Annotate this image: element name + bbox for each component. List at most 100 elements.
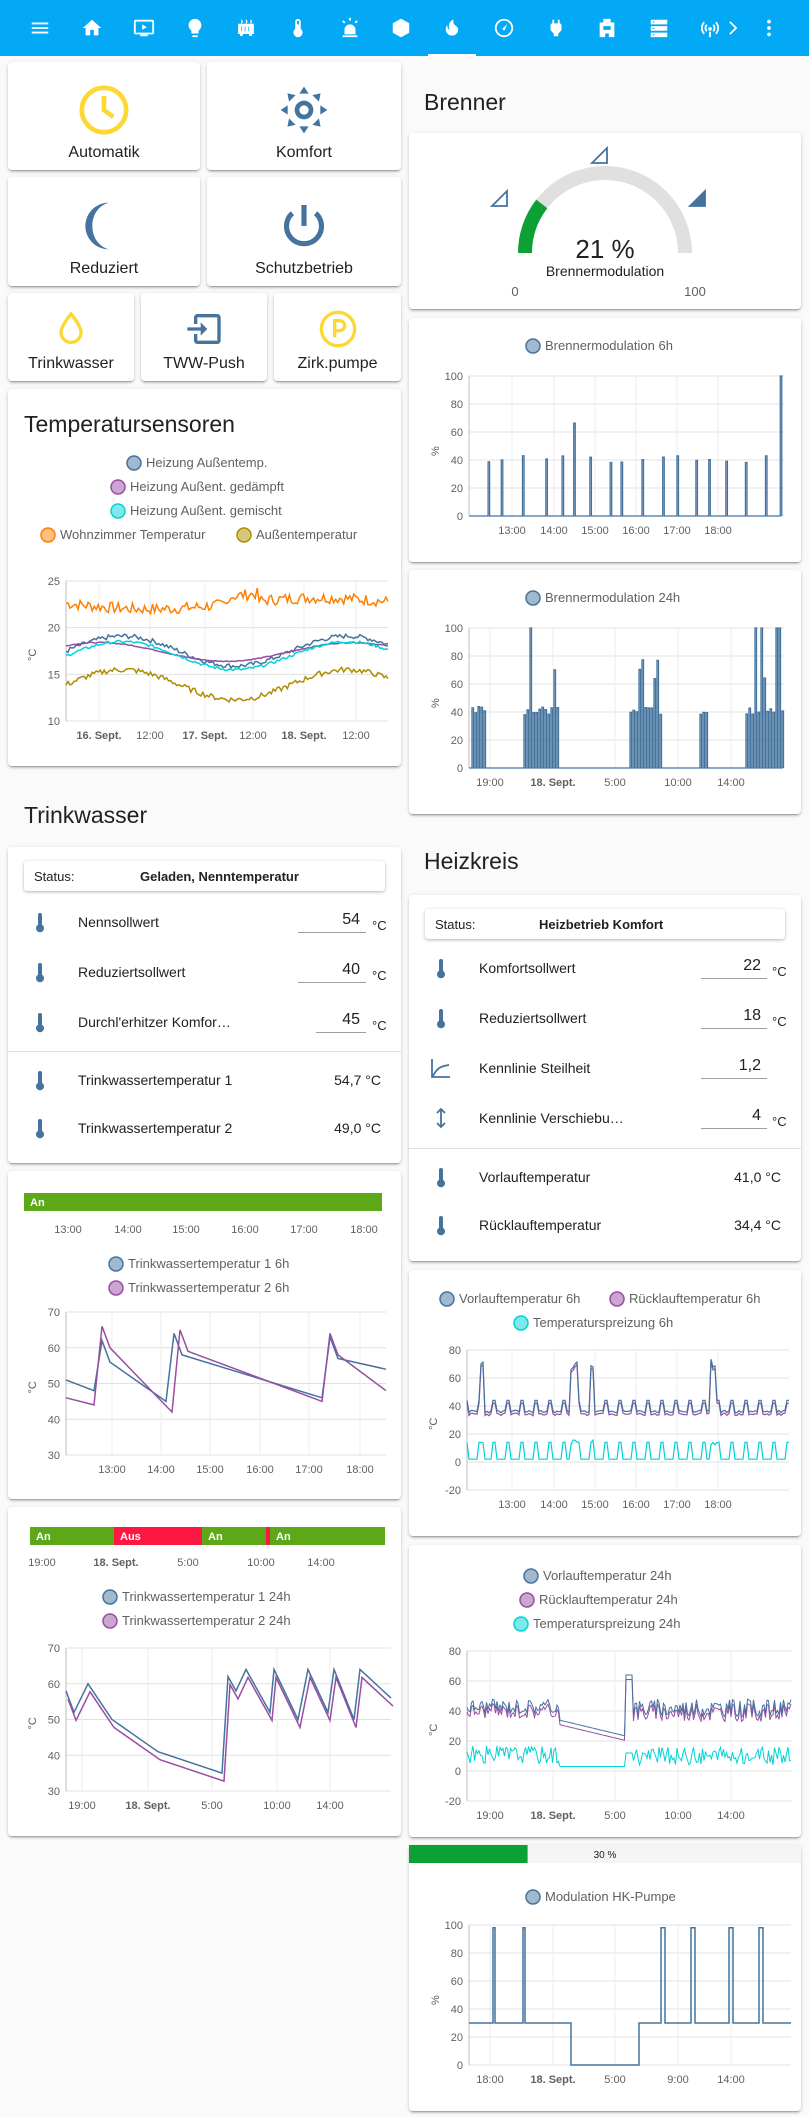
y-tick-label: 40 [48,1750,60,1762]
antenna-icon[interactable] [696,14,724,42]
thermometer-icon [437,1216,445,1236]
timeline-tick: 17:00 [290,1224,318,1236]
menu-icon[interactable] [26,14,54,42]
heizkreis-24h-chart: Vorlauftemperatur 24h Rücklauftemperatur … [428,1568,792,1822]
x-tick-label: 5:00 [604,777,625,789]
unit: °C [772,1014,787,1029]
entity-value: 41,0 °C [734,1169,781,1185]
y-tick-label: 60 [451,427,463,439]
tww-push-button[interactable]: TWW-Push [141,293,267,381]
legend-label: Brennermodulation 6h [545,338,673,353]
x-tick-label: 10:00 [263,1800,291,1812]
entity-name[interactable]: Vorlauftemperatur [479,1169,591,1185]
gauge-icon[interactable] [490,14,518,42]
legend-swatch [525,338,541,354]
nennsollwert-input[interactable]: 54 [298,911,366,933]
cube-icon[interactable] [387,14,415,42]
unit: °C [372,918,387,933]
unit: °C [772,964,787,979]
kennlinie-steilheit-input[interactable]: 1,2 [701,1057,767,1079]
entity-name[interactable]: Rücklauftemperatur [479,1217,602,1233]
heizkreis-6h-card[interactable]: Vorlauftemperatur 6h Rücklauftemperatur 6… [409,1270,801,1536]
mode-reduziert-button[interactable]: Reduziert [8,177,200,286]
x-tick-label: 14:00 [717,1810,745,1822]
x-tick-label: 12:00 [239,730,267,742]
chevron-right-icon[interactable] [718,14,746,42]
power-plug-icon[interactable] [542,14,570,42]
mode-komfort-button[interactable]: Komfort [207,62,401,170]
series-wohnzimmer [65,588,389,616]
timeline-tick: 14:00 [114,1224,142,1236]
komfortsollwert-input[interactable]: 22 [701,957,767,979]
reduziertsollwert-input[interactable]: 40 [298,961,366,983]
heizkreis-24h-card[interactable]: Vorlauftemperatur 24h Rücklauftemperatur … [409,1545,801,1837]
entity-name[interactable]: Trinkwassertemperatur 2 [78,1120,233,1136]
timeline-label: An [276,1531,291,1543]
thermometer-icon [437,1168,445,1188]
y-tick-label: 50 [48,1715,60,1727]
x-tick-label: 13:00 [498,1499,526,1511]
series-spreizung [466,1438,789,1460]
legend-label: Trinkwassertemperatur 1 24h [122,1589,291,1604]
y-tick-label: 70 [48,1643,60,1655]
y-tick-label: 20 [451,735,463,747]
card-title: Temperatursensoren [24,411,235,437]
entity-name: Durchl'erhitzer Komfor… [78,1014,231,1030]
trinkwasser-24h-card[interactable]: An Aus An An 19:00 18. Sept. 5:00 10:00 14:00 Tri… [8,1507,401,1836]
entity-value: 49,0 °C [334,1120,381,1136]
y-tick-label: 20 [451,2032,463,2044]
series-tw1 [65,1333,387,1403]
brennermodulation-24h-card[interactable]: Brennermodulation 24h 100 80 60 40 20 0 19:00 18… [409,570,801,814]
entity-name[interactable]: Trinkwassertemperatur 1 [78,1072,233,1088]
brennermodulation-6h-card[interactable]: Brennermodulation 6h 100 80 60 40 20 0 13:00 14:… [409,318,801,562]
sun-icon [280,86,328,134]
legend-swatch [126,455,142,471]
water-pump-icon[interactable] [593,14,621,42]
y-tick-label: 40 [451,2004,463,2016]
x-tick-label: 12:00 [136,730,164,742]
y-tick-label: 30 [48,1786,60,1798]
status-label: Status: [34,868,75,884]
severity-marker-icon [687,188,706,207]
fire-icon[interactable] [438,14,466,42]
more-vert-icon[interactable] [755,14,783,42]
x-tick-label: 19:00 [476,777,504,789]
mode-schutzbetrieb-button[interactable]: Schutzbetrieb [207,177,401,286]
y-axis-label: °C [27,1381,39,1393]
timeline-bar-on [24,1193,382,1211]
severity-marker-icon [589,145,608,164]
hk-pumpe-card[interactable]: 30 % Modulation HK-Pumpe 100 80 60 40 20 0 18:00… [409,1845,801,2111]
series-ruecklauf [466,1679,792,1741]
kennlinie-verschiebung-input[interactable]: 4 [701,1107,767,1129]
arrow-up-down-icon [436,1107,446,1129]
x-tick-label: 14:00 [540,525,568,537]
y-tick-label: 50 [48,1379,60,1391]
x-tick-label: 15:00 [581,525,609,537]
y-tick-label: 20 [451,483,463,495]
x-tick-label: 18. Sept. [530,2074,575,2086]
alarm-light-icon[interactable] [336,14,364,42]
zirk-pumpe-button[interactable]: Zirk.pumpe [274,293,401,381]
reduziertsollwert-input[interactable]: 18 [701,1007,767,1029]
legend-label: Heizung Außent. gedämpft [130,479,284,494]
legend-label: Wohnzimmer Temperatur [60,527,206,542]
timeline-bar-on [202,1527,266,1545]
brenner-gauge-card[interactable]: 21 % Brennermodulation 0 100 [409,133,801,309]
timeline-tick: 14:00 [307,1557,335,1569]
legend-swatch [102,1589,118,1605]
y-tick-label: 80 [451,651,463,663]
thermometer-icon[interactable] [284,14,312,42]
trinkwasser-button[interactable]: Trinkwasser [8,293,134,381]
radiator-icon[interactable] [232,14,260,42]
server-icon[interactable] [645,14,673,42]
tv-icon[interactable] [130,14,158,42]
home-icon[interactable] [78,14,106,42]
trinkwasser-6h-card[interactable]: An 13:00 14:00 15:00 16:00 17:00 18:00 Trinkwas… [8,1171,401,1499]
legend-swatch [108,1280,124,1296]
unit: °C [372,968,387,983]
series-tw2 [65,1326,387,1414]
lightbulb-icon[interactable] [181,14,209,42]
durchlauferhitzer-input[interactable]: 45 [316,1011,366,1033]
mode-label: Automatik [68,144,140,161]
mode-automatik-button[interactable]: Automatik [8,62,200,170]
